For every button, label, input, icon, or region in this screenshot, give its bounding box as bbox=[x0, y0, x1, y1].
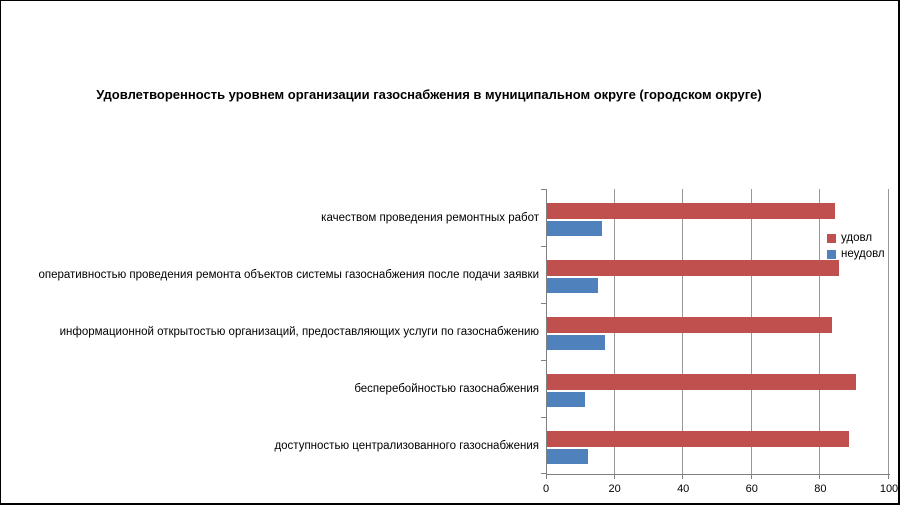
y-axis-tick bbox=[541, 417, 546, 418]
x-tick-label: 20 bbox=[608, 483, 621, 495]
legend-marker-neudovl bbox=[827, 249, 836, 259]
plot-area bbox=[541, 189, 890, 479]
legend-label-neudovl: неудовл bbox=[841, 248, 885, 260]
category-label: качеством проведения ремонтных работ bbox=[321, 212, 539, 224]
x-tick-label: 100 bbox=[879, 483, 899, 495]
legend-marker-udovl bbox=[827, 233, 836, 243]
x-axis-tick bbox=[750, 474, 752, 479]
bar-s0-c3 bbox=[547, 374, 856, 390]
bar-s0-c0 bbox=[547, 203, 835, 219]
x-axis-tick bbox=[819, 474, 821, 479]
bar-s0-c2 bbox=[547, 317, 832, 333]
bar-s1-c4 bbox=[547, 449, 588, 464]
category-label: бесперебойностью газоснабжения bbox=[354, 383, 539, 395]
x-tick-label: 80 bbox=[814, 483, 827, 495]
x-axis-tick bbox=[888, 474, 889, 479]
x-axis-tick bbox=[682, 474, 684, 479]
y-axis-tick bbox=[541, 189, 546, 190]
x-axis-tick bbox=[613, 474, 615, 479]
x-tick-label: 0 bbox=[542, 483, 550, 495]
legend-label-udovl: удовл bbox=[841, 232, 873, 244]
category-label: оперативностью проведения ремонта объект… bbox=[38, 269, 539, 281]
x-axis-line bbox=[546, 474, 890, 475]
legend-item-udovl: удовл bbox=[827, 230, 885, 246]
x-tick-label: 40 bbox=[677, 483, 690, 495]
chart-title: Удовлетворенность уровнем организации га… bbox=[96, 87, 762, 102]
y-axis-tick bbox=[541, 303, 546, 304]
y-axis-tick bbox=[541, 246, 546, 247]
legend: удовл неудовл bbox=[827, 230, 885, 262]
bar-s0-c4 bbox=[547, 431, 849, 447]
legend-item-neudovl: неудовл bbox=[827, 246, 885, 262]
bar-s1-c2 bbox=[547, 335, 605, 350]
gridline bbox=[888, 189, 889, 474]
y-axis-tick bbox=[541, 360, 546, 361]
y-axis-tick bbox=[541, 473, 546, 474]
category-label: доступностью централизованного газоснабж… bbox=[274, 440, 539, 452]
bar-s1-c1 bbox=[547, 278, 598, 293]
bar-s1-c0 bbox=[547, 221, 602, 236]
y-axis-line bbox=[546, 189, 547, 474]
bar-s1-c3 bbox=[547, 392, 585, 407]
category-label: информационной открытостью организаций, … bbox=[59, 326, 539, 338]
category-axis: качеством проведения ремонтных работ опер… bbox=[1, 1, 539, 503]
bar-s0-c1 bbox=[547, 260, 839, 276]
x-axis-tick bbox=[546, 474, 547, 479]
x-tick-label: 60 bbox=[745, 483, 758, 495]
